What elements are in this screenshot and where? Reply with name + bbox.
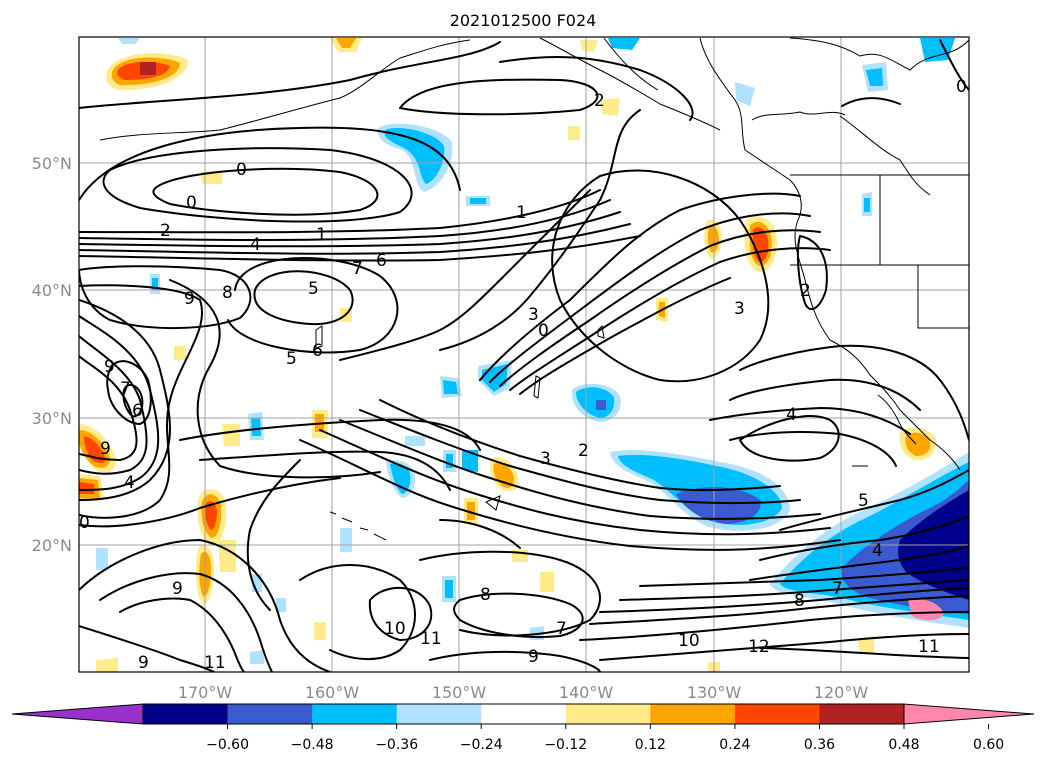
map-panel: 0 0 2 4 1 6 7 9 8 5 5 6 1 3 0 2 2 3 4 9 …: [79, 37, 969, 673]
contour-label: 0: [186, 193, 197, 213]
colorbar: −0.60 −0.48 −0.36 −0.24 −0.12 0.12 0.24 0.36 0.4…: [11, 703, 1035, 753]
lon-label: 120°W: [814, 683, 869, 702]
lon-label: 130°W: [687, 683, 742, 702]
contour-label: 7: [120, 379, 131, 399]
contour-label: 9: [100, 439, 111, 459]
contour-label: 6: [132, 401, 143, 421]
contour-label: 4: [250, 235, 261, 255]
contour-label: 11: [918, 637, 940, 657]
grid-lines: [79, 37, 969, 672]
colorbar-bin: [819, 704, 905, 724]
map-frame: [78, 36, 970, 673]
lat-label: 40°N: [32, 281, 72, 300]
colorbar-tick-label: 0.60: [973, 737, 1004, 753]
lon-label: 140°W: [559, 683, 614, 702]
contour-label: 11: [420, 629, 442, 649]
coastlines: [99, 37, 969, 541]
contour-label: 2: [594, 91, 605, 111]
colorbar-extend-high: [903, 703, 1035, 725]
contour-label: 9: [172, 579, 183, 599]
colorbar-tick-label: 0.48: [888, 737, 919, 753]
colorbar-bin: [312, 704, 398, 724]
colorbar-bin: [396, 704, 482, 724]
contour-label: 7: [832, 579, 843, 599]
colorbar-tick-label: 0.24: [719, 737, 750, 753]
contour-label: 7: [556, 619, 567, 639]
lon-label: 170°W: [178, 683, 233, 702]
latitude-labels: 50°N 40°N 30°N 20°N: [32, 154, 72, 555]
colorbar-tick-label: −0.24: [460, 737, 503, 753]
lat-label: 20°N: [32, 536, 72, 555]
contour-label: 5: [286, 349, 297, 369]
contour-label: 9: [528, 647, 539, 667]
colorbar-tick-label: 0.36: [804, 737, 835, 753]
lat-label: 30°N: [32, 409, 72, 428]
contour-label: 0: [956, 77, 967, 97]
contour-label: 11: [204, 653, 226, 673]
colorbar-tick-label: −0.36: [375, 737, 418, 753]
contour-label: 9: [138, 653, 149, 673]
contour-label: 3: [540, 449, 551, 469]
contour-label: 5: [858, 491, 869, 511]
contour-label: 3: [528, 305, 539, 325]
colorbar-tick-label: −0.48: [291, 737, 334, 753]
lon-label: 150°W: [432, 683, 487, 702]
contour-label: 9: [184, 289, 195, 309]
contour-label: 0: [236, 160, 247, 180]
colorbar-bin: [565, 704, 651, 724]
contour-label: 4: [786, 405, 797, 425]
contour-label: 6: [312, 341, 323, 361]
contour-label: 10: [678, 631, 700, 651]
contour-lines: [79, 39, 969, 672]
shaded-fill-layer: [79, 38, 969, 672]
contour-label: 3: [734, 299, 745, 319]
contour-label: 1: [516, 203, 527, 223]
longitude-labels: 170°W 160°W 150°W 140°W 130°W 120°W: [178, 683, 869, 702]
contour-label: 10: [384, 619, 406, 639]
contour-label: 4: [124, 473, 135, 493]
colorbar-bin: [650, 704, 736, 724]
colorbar-bin: [481, 704, 567, 724]
contour-label: 4: [872, 541, 883, 561]
contour-labels: 0 0 2 4 1 6 7 9 8 5 5 6 1 3 0 2 2 3 4 9 …: [79, 77, 967, 673]
colorbar-tick-label: 0.12: [635, 737, 666, 753]
contour-label: 2: [578, 441, 589, 461]
lon-label: 160°W: [305, 683, 360, 702]
colorbar-bin: [227, 704, 313, 724]
contour-label: 0: [79, 513, 90, 533]
contour-label: 5: [308, 279, 319, 299]
colorbar-tick-label: −0.12: [544, 737, 587, 753]
contour-label: 8: [794, 591, 805, 611]
colorbar-bin: [734, 704, 820, 724]
contour-label: 12: [748, 637, 770, 657]
contour-label: 8: [480, 585, 491, 605]
contour-label: 8: [222, 283, 233, 303]
contour-label: 9: [104, 357, 115, 377]
map-title: 2021012500 F024: [450, 11, 597, 30]
contour-label: 0: [538, 321, 549, 341]
contour-label: 2: [160, 221, 171, 241]
colorbar-tick-label: −0.60: [206, 737, 249, 753]
colorbar-frame: [142, 703, 905, 725]
colorbar-bin: [143, 704, 229, 724]
contour-label: 7: [352, 259, 363, 279]
lat-label: 50°N: [32, 154, 72, 173]
contour-label: 2: [800, 281, 811, 301]
contour-label: 6: [376, 251, 387, 271]
colorbar-extend-low: [11, 703, 144, 725]
contour-label: 1: [316, 225, 327, 245]
